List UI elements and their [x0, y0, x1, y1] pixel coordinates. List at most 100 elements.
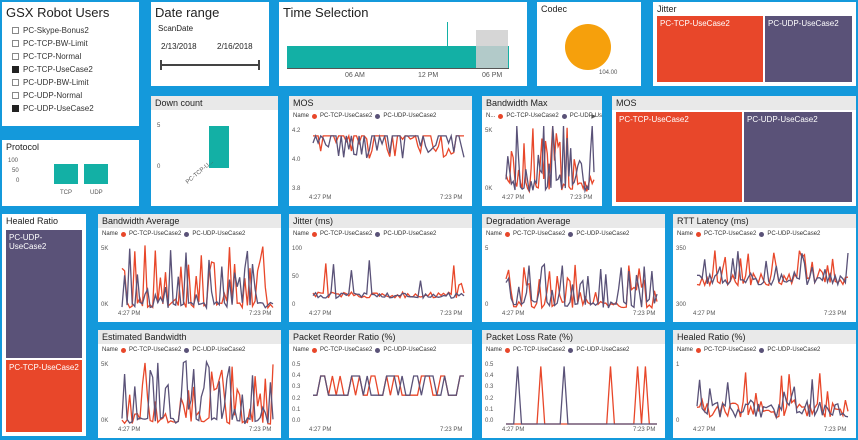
end-date-input[interactable]: 2/16/2018	[217, 42, 253, 51]
mos-treemap-udp[interactable]: PC-UDP-UseCase2	[744, 112, 852, 202]
line-chart-plot[interactable]	[289, 96, 472, 206]
legend-item-tcp[interactable]: PC-TCP-UseCase2	[320, 231, 373, 237]
legend-item-udp[interactable]: PC-UDP-UseCase2	[192, 347, 246, 353]
series-line-udp[interactable]	[696, 251, 849, 287]
legend-item-udp[interactable]: PC-UDP-UseCase2	[383, 113, 437, 119]
legend-item-tcp[interactable]: PC-TCP-UseCase2	[704, 231, 757, 237]
series-line-udp[interactable]	[506, 366, 657, 425]
checkbox-icon[interactable]	[12, 79, 19, 86]
protocol-bar-udp[interactable]	[84, 164, 108, 184]
date-slider-end-handle[interactable]	[258, 60, 260, 70]
checkbox-icon[interactable]	[12, 27, 19, 34]
codec-title: Codec	[541, 4, 568, 14]
robot-user-label: PC-TCP-BW-Limit	[23, 39, 88, 48]
line-chart-plot[interactable]	[673, 330, 856, 438]
legend-dot-icon	[696, 231, 702, 237]
date-slider-track[interactable]	[161, 64, 259, 66]
time-tick-6am: 06 AM	[345, 72, 365, 79]
chart-title: Bandwidth Average	[102, 216, 180, 226]
line-chart-plot[interactable]	[98, 214, 281, 322]
legend-dot-icon	[759, 231, 765, 237]
line-chart-plot[interactable]	[673, 214, 856, 322]
legend-item-tcp[interactable]: PC-TCP-UseCase2	[320, 113, 373, 119]
robot-user-item[interactable]: PC-TCP-BW-Limit	[12, 39, 88, 48]
series-line-tcp[interactable]	[696, 372, 849, 419]
chart-header	[482, 96, 602, 110]
series-line-tcp[interactable]	[696, 250, 849, 288]
checkbox-icon[interactable]	[12, 105, 19, 112]
legend-item-tcp[interactable]: PC-TCP-UseCase2	[513, 347, 566, 353]
series-line-udp[interactable]	[313, 375, 464, 396]
series-line-tcp[interactable]	[121, 245, 274, 310]
series-line-tcp[interactable]	[505, 264, 658, 310]
time-selection-brush[interactable]	[476, 30, 508, 68]
time-selection-area[interactable]	[287, 46, 509, 68]
checkbox-icon[interactable]	[12, 92, 19, 99]
series-line-udp[interactable]	[121, 359, 274, 425]
codec-pie[interactable]	[565, 24, 611, 70]
protocol-bar-tcp[interactable]	[54, 164, 78, 184]
time-tick-6pm: 06 PM	[482, 72, 503, 79]
line-chart-plot[interactable]	[289, 214, 472, 322]
legend-item-tcp[interactable]: PC-TCP-UseCase2	[320, 347, 373, 353]
series-line-udp[interactable]	[121, 248, 274, 311]
chart-xtick-start: 4:27 PM	[693, 427, 716, 433]
chart-title: RTT Latency (ms)	[677, 216, 749, 226]
legend-item-tcp[interactable]: PC-TCP-UseCase2	[506, 113, 559, 119]
series-line-udp[interactable]	[505, 125, 595, 194]
jitter-treemap-udp[interactable]: PC-UDP-UseCase2	[765, 16, 852, 82]
series-line-tcp[interactable]	[313, 375, 464, 396]
chart-xtick-end: 7:23 PM	[633, 311, 656, 317]
line-chart-plot[interactable]	[482, 96, 602, 206]
legend-dot-icon	[121, 231, 127, 237]
legend-next-icon[interactable]: ▶	[591, 114, 596, 120]
legend-item-udp[interactable]: PC-UDP-UseCase2	[576, 231, 630, 237]
date-slider-start-handle[interactable]	[160, 60, 162, 70]
series-line-udp[interactable]	[312, 260, 465, 300]
legend-item-tcp[interactable]: PC-TCP-UseCase2	[513, 231, 566, 237]
line-chart-plot[interactable]	[482, 214, 665, 322]
robot-user-item[interactable]: PC-TCP-UseCase2	[12, 65, 93, 74]
legend-item-udp[interactable]: PC-UDP-UseCase2	[767, 231, 821, 237]
start-date-input[interactable]: 2/13/2018	[161, 42, 197, 51]
line-chart-plot[interactable]	[482, 330, 665, 438]
robot-user-item[interactable]: PC-UDP-UseCase2	[12, 104, 94, 113]
legend-item-tcp[interactable]: PC-TCP-UseCase2	[129, 347, 182, 353]
robot-user-item[interactable]: PC-UDP-BW-Limit	[12, 78, 89, 87]
series-line-tcp[interactable]	[313, 133, 464, 159]
chart-legend: Name PC-TCP-UseCase2 PC-UDP-UseCase2	[486, 231, 629, 237]
line-chart-plot[interactable]	[289, 330, 472, 438]
healed-treemap-udp[interactable]: PC-UDP-UseCase2	[6, 230, 82, 358]
series-line-udp[interactable]	[312, 133, 465, 159]
robot-users-slicer: GSX Robot Users PC-Skype-Bonus2 PC-TCP-BW…	[2, 2, 139, 126]
series-line-tcp[interactable]	[506, 366, 657, 425]
healed-treemap-tcp[interactable]: PC-TCP-UseCase2	[6, 360, 82, 432]
robot-user-item[interactable]: PC-UDP-Normal	[12, 91, 82, 100]
legend-item-udp[interactable]: PC-UDP-UseCase2	[767, 347, 821, 353]
chart-xtick-start: 4:27 PM	[693, 311, 716, 317]
down-count-title: Down count	[155, 98, 203, 108]
chart-header	[98, 330, 281, 344]
series-line-udp[interactable]	[505, 262, 658, 309]
robot-user-item[interactable]: PC-Skype-Bonus2	[12, 26, 89, 35]
legend-dot-icon	[568, 347, 574, 353]
series-line-udp[interactable]	[696, 379, 849, 420]
legend-item-udp[interactable]: PC-UDP-UseCase2	[576, 347, 630, 353]
legend-item-udp[interactable]: PC-UDP-UseCase2	[569, 113, 602, 119]
checkbox-icon[interactable]	[12, 66, 19, 73]
legend-item-udp[interactable]: PC-UDP-UseCase2	[383, 231, 437, 237]
checkbox-icon[interactable]	[12, 53, 19, 60]
down-count-bar[interactable]	[209, 126, 229, 168]
legend-item-tcp[interactable]: PC-TCP-UseCase2	[704, 347, 757, 353]
series-line-tcp[interactable]	[121, 362, 274, 425]
legend-item-tcp[interactable]: PC-TCP-UseCase2	[129, 231, 182, 237]
checkbox-icon[interactable]	[12, 40, 19, 47]
jitter-treemap-tcp[interactable]: PC-TCP-UseCase2	[657, 16, 763, 82]
line-chart-plot[interactable]	[98, 330, 281, 438]
robot-user-item[interactable]: PC-TCP-Normal	[12, 52, 81, 61]
mos-treemap-tcp[interactable]: PC-TCP-UseCase2	[616, 112, 742, 202]
legend-item-udp[interactable]: PC-UDP-UseCase2	[192, 231, 246, 237]
chart-xtick-start: 4:27 PM	[118, 311, 141, 317]
legend-item-udp[interactable]: PC-UDP-UseCase2	[383, 347, 437, 353]
healed-ratio-treemap-tile: Healed Ratio PC-UDP-UseCase2 PC-TCP-UseC…	[2, 214, 86, 436]
